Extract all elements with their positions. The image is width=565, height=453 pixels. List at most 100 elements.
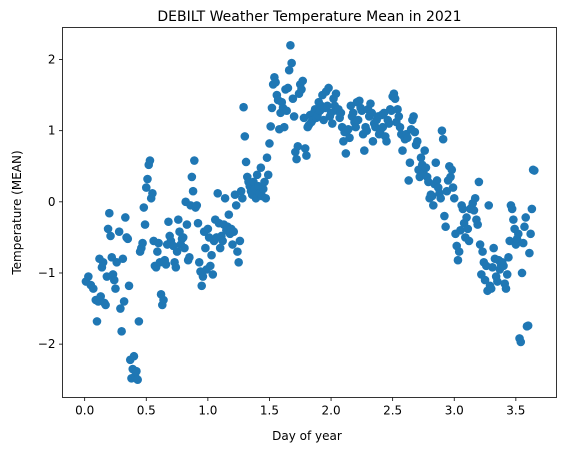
data-point [141,183,151,192]
data-point [420,146,429,155]
data-point [263,170,273,180]
data-point [527,204,537,214]
data-point [283,83,293,93]
data-point [284,65,294,75]
data-point [153,247,162,256]
data-point [117,327,126,336]
points-layer [81,40,539,385]
data-point [431,158,441,167]
data-point [198,272,208,281]
data-point [488,262,497,272]
x-tick-label: 0.5 [137,404,156,418]
data-point [241,157,251,167]
data-point [324,83,333,93]
data-point [502,270,512,279]
chart-title: DEBILT Weather Temperature Mean in 2021 [157,9,461,25]
data-point [486,284,496,293]
data-point [302,151,311,160]
data-point [119,297,129,306]
data-point [282,106,292,116]
data-point [297,85,306,94]
data-point [517,268,527,278]
data-point [207,250,216,260]
data-point [366,99,375,108]
data-point [331,89,341,98]
y-tick-label: −1 [38,266,56,280]
data-point [507,204,517,214]
data-point [220,193,230,203]
data-point [526,229,535,239]
data-point [440,211,449,221]
data-point [236,186,246,196]
data-point [145,156,155,165]
x-tick-label: 2.0 [322,404,341,418]
data-point [174,215,183,224]
data-point [530,166,539,175]
data-point [292,154,301,164]
data-point [404,176,413,185]
data-point [178,233,188,242]
data-point [265,139,274,148]
data-point [148,188,157,198]
data-point [393,105,402,114]
data-point [336,108,346,118]
data-point [267,103,277,113]
data-point [514,229,523,239]
x-tick-label: 0.0 [75,404,94,418]
data-point [437,126,447,135]
data-point [154,238,163,248]
data-point [438,134,448,144]
data-point [118,254,128,264]
data-point [260,177,269,187]
data-point [441,222,450,232]
data-point [262,153,272,163]
data-point [447,165,457,175]
data-point [213,188,223,198]
data-point [172,247,182,256]
data-point [475,240,485,249]
data-point [478,247,487,256]
data-point [171,262,181,272]
y-axis-label: Temperature (MEAN) [10,150,24,275]
y-axis: −2 −1 0 1 2 [38,53,63,351]
data-point [493,277,502,286]
data-point [360,146,369,155]
data-point [229,227,239,237]
data-point [368,137,378,146]
data-point [341,149,351,158]
data-point [504,253,513,262]
data-point [138,238,147,248]
data-point [193,218,203,228]
data-point [164,217,173,227]
data-point [293,142,303,151]
data-point [456,225,465,235]
data-point [416,153,426,163]
data-point [188,186,198,196]
data-point [259,184,268,194]
data-point [462,213,471,222]
data-point [473,220,482,229]
data-point [412,137,422,146]
data-point [427,191,437,201]
data-point [469,206,479,215]
data-point [201,243,210,253]
data-point [224,210,234,219]
data-point [228,240,237,249]
data-point [289,112,299,121]
data-point [436,193,446,203]
data-point [256,163,266,172]
data-point [520,222,529,232]
data-point [327,119,337,128]
data-point [123,234,133,244]
data-point [185,253,194,262]
data-point [266,122,275,131]
data-point [101,300,110,310]
data-point [286,40,295,50]
data-point [489,243,498,253]
data-point [449,193,459,203]
data-point [116,304,125,313]
y-tick-label: −2 [38,337,56,351]
data-point [190,156,199,165]
data-point [525,248,534,258]
